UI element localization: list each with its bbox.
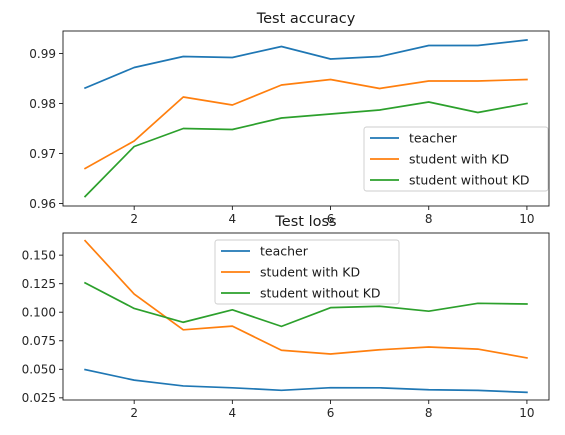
accuracy-x-tick-label: 6 [327,212,335,226]
loss-series-line-teacher [84,368,528,394]
accuracy-legend-box [363,126,549,192]
accuracy-y-tick-label: 0.99 [29,47,56,61]
loss-series-line-student-without-KD [83,281,528,328]
loss-x-tick-label: 8 [425,406,433,420]
accuracy-legend-label: student with KD [409,152,509,167]
loss-y-tick-label: 0.025 [22,391,56,405]
loss-legend-label: teacher [260,244,309,259]
accuracy-axes-frame [62,30,550,207]
accuracy-legend-label: student without KD [409,173,530,188]
loss-x-tick-label: 10 [519,406,534,420]
accuracy-series-line-student-without-KD [83,101,528,198]
accuracy-x-tick-label: 10 [519,212,534,226]
loss-legend: teacher student with KD student without KD [214,239,400,305]
loss-x-tick-label: 6 [327,406,335,420]
loss-y-tick-label: 0.100 [22,306,56,320]
loss-x-tick-label: 4 [229,406,237,420]
loss-x-tick-label: 2 [130,406,138,420]
loss-y-tick-label: 0.125 [22,277,56,291]
accuracy-series-line-student-with-KD [83,78,528,170]
accuracy-x-tick-label: 8 [425,212,433,226]
accuracy-series-line-teacher [83,39,528,90]
accuracy-chart-panel: 2 4 6 8 10 0.96 0.97 0.98 0.99 Test accuracy teach… [29,11,550,226]
accuracy-x-tick-label: 2 [130,212,138,226]
loss-legend-label: student with KD [260,265,360,280]
loss-legend-box [214,239,400,305]
loss-legend-label: student without KD [260,286,381,301]
loss-chart-panel: 2 4 6 8 10 0.025 0.050 0.075 0.100 0.125 0.150 Test… [22,214,550,420]
loss-y-tick-label: 0.050 [22,363,56,377]
accuracy-chart-title: Test accuracy [256,11,356,27]
loss-axes-frame [62,232,550,401]
loss-series-line-student-with-KD [83,239,528,359]
accuracy-y-tick-label: 0.97 [29,147,56,161]
accuracy-x-tick-label: 4 [229,212,237,226]
accuracy-y-tick-label: 0.96 [29,197,56,211]
loss-y-tick-label: 0.075 [22,334,56,348]
loss-chart-title: Test loss [274,214,336,230]
accuracy-legend: teacher student with KD student without KD [363,126,549,192]
accuracy-y-tick-label: 0.98 [29,97,56,111]
loss-y-tick-label: 0.150 [22,248,56,262]
accuracy-legend-label: teacher [409,131,458,146]
